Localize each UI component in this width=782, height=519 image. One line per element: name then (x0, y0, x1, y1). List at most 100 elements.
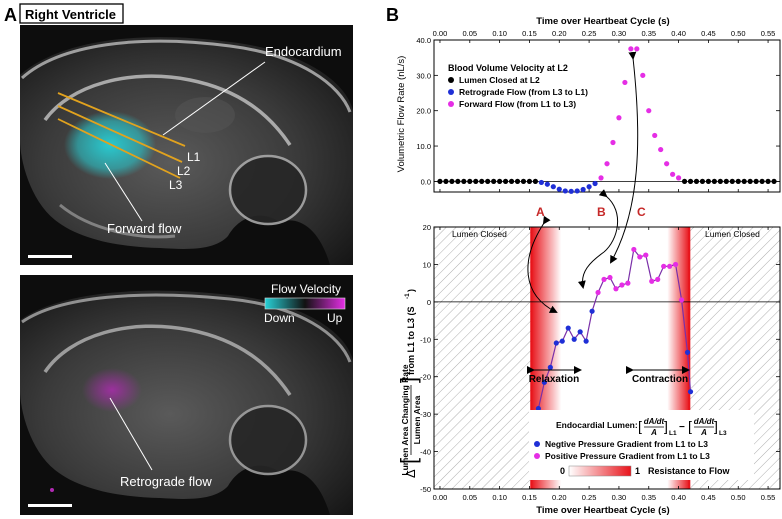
bottom-ylabel-close: ) (406, 289, 416, 292)
lumen-closed-point (514, 178, 521, 184)
oct-image-top (20, 25, 353, 266)
formula-den-1: A (650, 428, 657, 437)
top-y-tick-label: 30.0 (416, 71, 431, 80)
bottom-y-tick-label: -10 (420, 335, 431, 344)
lumen-closed-point (723, 178, 729, 184)
retrograde-flow-point (568, 188, 574, 194)
lumen-closed-point (771, 178, 777, 184)
negative-gradient-point (577, 329, 583, 335)
lumen-closed-point (705, 178, 712, 184)
negative-gradient-point (547, 364, 553, 370)
bottom-x-tick-label: 0.15 (522, 493, 537, 502)
lumen-closed-point (687, 178, 694, 184)
lumen-closed-point (735, 178, 741, 184)
positive-gradient-point (643, 252, 649, 258)
retrograde-flow-point (544, 181, 550, 187)
bottom-y-tick-label: 0 (427, 298, 431, 307)
svg-text:]: ] (396, 377, 421, 383)
lumen-closed-point (502, 178, 509, 184)
bottom-axis-ticks: 0.00 0.05 0.10 0.15 0.20 0.25 0.30 0.35 0.40 0.45… (433, 227, 775, 502)
resistance-colorbar (568, 465, 632, 477)
contraction-annotation: Contraction (626, 366, 690, 385)
forward-flow-point (628, 46, 634, 52)
lumen-closed-point (485, 178, 491, 184)
lumen-closed-point (461, 178, 467, 184)
top-x-tick-label: 0.45 (701, 29, 716, 38)
forward-flow-point (675, 175, 682, 181)
area-change-series-line (531, 248, 692, 465)
lumen-closed-point (729, 178, 735, 184)
top-legend-title: Blood Volume Velocity at L2 (448, 63, 568, 73)
forward-flow-label: Forward flow (107, 221, 182, 236)
retrograde-flow-point (550, 184, 556, 190)
negative-gradient-point (571, 336, 577, 342)
top-y-tick-label: 10.0 (416, 142, 431, 151)
retrograde-flow-point (562, 188, 568, 194)
panel-a-title-box (19, 3, 124, 24)
lumen-closed-point (717, 178, 723, 184)
top-x-tick-label: 0.35 (641, 29, 656, 38)
l3-line (57, 118, 181, 179)
bottom-ylabel-denominator: Lumen Area (412, 395, 422, 444)
svg-text:[: [ (638, 418, 642, 434)
positive-gradient-point (607, 274, 613, 281)
top-legend-item-2: Retrograde Flow (from L3 to L1) (459, 87, 588, 97)
contraction-label: Contraction (632, 374, 688, 385)
forward-flow-point (616, 115, 622, 121)
svg-text:]: ] (714, 418, 718, 434)
top-x-tick-label: 0.55 (761, 29, 776, 38)
positive-gradient-point (601, 276, 607, 282)
flow-legend-title: Flow Velocity (271, 282, 341, 296)
forward-flow-point (670, 171, 676, 177)
positive-gradient-point (667, 263, 673, 269)
flow-legend-up: Up (327, 311, 343, 325)
top-x-tick-label: 0.50 (731, 29, 746, 38)
l2-label: L2 (177, 164, 191, 178)
lumen-closed-point (491, 178, 497, 184)
bottom-ylabel-sup: -1 (404, 293, 411, 299)
flow-legend-gradient (264, 297, 346, 310)
lumen-closed-point (473, 178, 479, 184)
bottom-x-tick-label: 0.25 (582, 493, 597, 502)
top-x-tick-label: 0.25 (582, 29, 597, 38)
positive-gradient-point (661, 263, 667, 269)
forward-flow-point (646, 108, 652, 114)
positive-gradient-point (619, 282, 625, 288)
svg-text:[: [ (396, 458, 421, 464)
top-y-tick-label: 0.0 (421, 177, 431, 186)
bottom-y-tick-label: -40 (420, 448, 431, 457)
bottom-x-tick-label: 0.05 (462, 493, 477, 502)
positive-gradient-point (655, 276, 661, 282)
flow-legend-down: Down (264, 311, 295, 325)
top-legend-magenta-marker (448, 101, 454, 107)
negative-gradient-point (684, 349, 691, 355)
positive-gradient-point (637, 254, 643, 260)
top-y-tick-label: 40.0 (416, 36, 431, 45)
bottom-x-tick-label: 0.35 (641, 493, 656, 502)
lumen-closed-region-left (434, 227, 532, 489)
top-axis-title: Time over Heartbeat Cycle (s) (536, 16, 669, 27)
oct-image-bottom (20, 275, 353, 515)
bottom-legend-item-2: Positive Pressure Gradient from L1 to L3 (545, 451, 710, 461)
negative-gradient-point (583, 338, 589, 344)
l2-line (57, 105, 183, 163)
svg-text:−: − (679, 422, 685, 433)
svg-text:[: [ (688, 418, 692, 434)
formula-label: Endocardial Lumen: (556, 420, 638, 430)
lumen-closed-point (497, 178, 503, 184)
lumen-closed-right: Lumen Closed (705, 229, 760, 239)
top-legend-item-1: Lumen Closed at L2 (459, 75, 540, 85)
forward-flow-point (634, 46, 640, 52)
bottom-y-tick-label: 20 (423, 223, 431, 232)
negative-gradient-point (687, 389, 694, 395)
top-x-tick-label: 0.15 (522, 29, 537, 38)
lumen-closed-point (455, 178, 461, 184)
lumen-closed-point (699, 178, 706, 184)
connecting-arrows (527, 51, 639, 313)
forward-flow-point (652, 132, 658, 139)
negative-gradient-point (559, 338, 565, 344)
retrograde-flow-label: Retrograde flow (120, 474, 212, 489)
retrograde-flow-point (556, 186, 562, 192)
positive-gradient-point (631, 246, 637, 253)
lumen-closed-point (759, 178, 765, 184)
